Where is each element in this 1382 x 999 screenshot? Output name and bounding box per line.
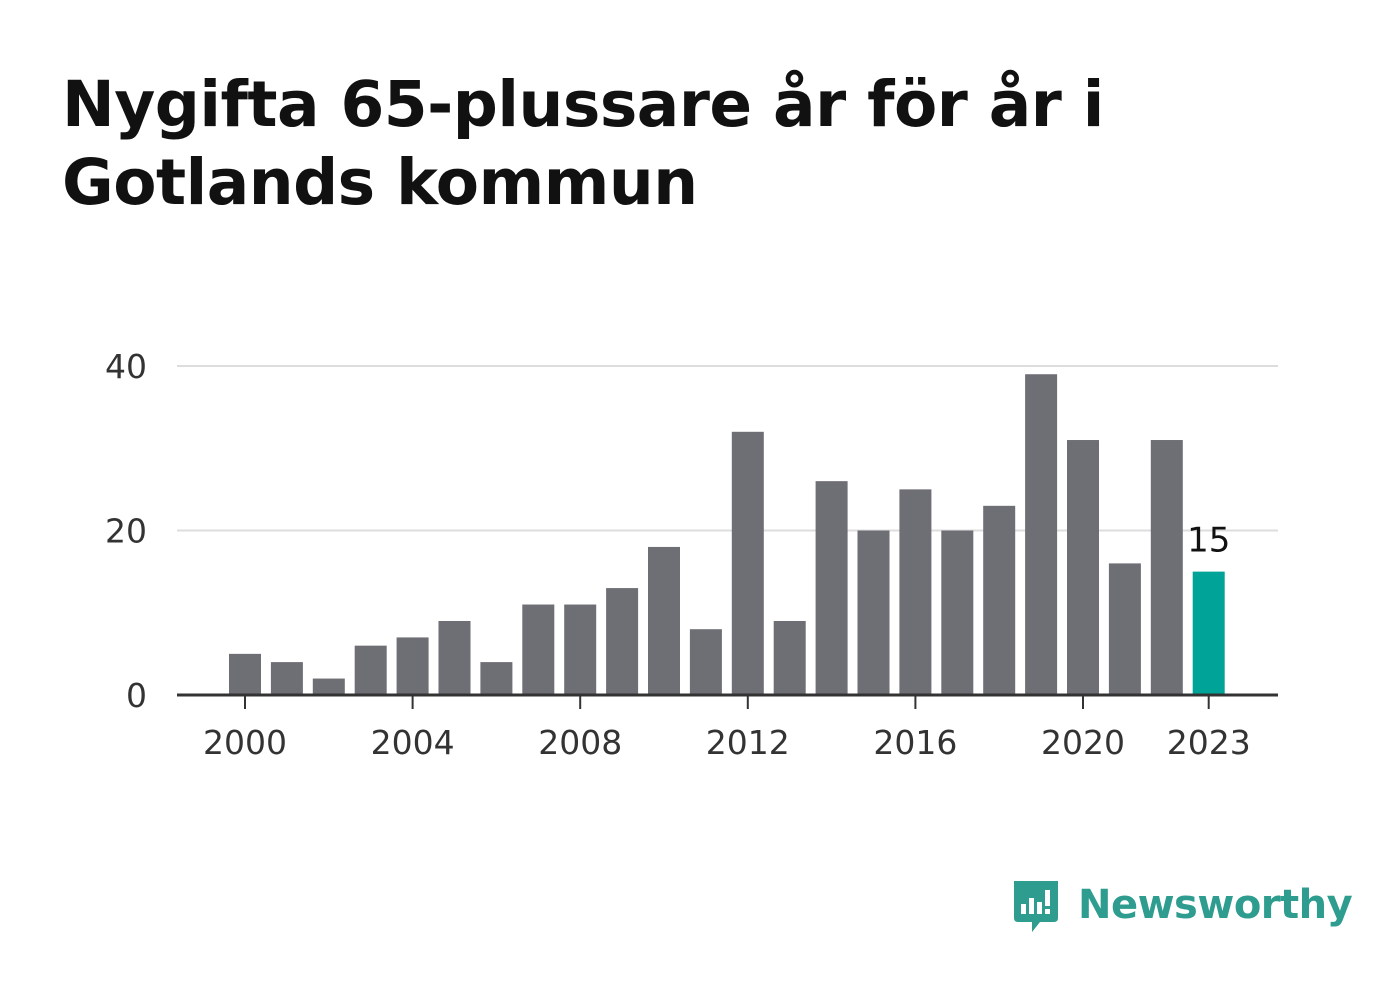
bar-2018 <box>983 505 1016 695</box>
bar-2023 <box>1192 571 1225 695</box>
x-tick-label-2023: 2023 <box>1167 723 1251 762</box>
y-tick-label-40: 40 <box>105 347 147 386</box>
newsworthy-logo: Newsworthy <box>1010 878 1353 942</box>
bar-2013 <box>773 620 806 695</box>
x-tick-label-2016: 2016 <box>873 723 957 762</box>
bar-2007 <box>522 604 555 695</box>
bar-2005 <box>438 620 471 695</box>
newsworthy-logo-icon <box>1014 881 1058 932</box>
bar-2017 <box>941 530 974 695</box>
x-tick-label-2020: 2020 <box>1041 723 1125 762</box>
x-tick-label-2012: 2012 <box>706 723 790 762</box>
bar-2014 <box>815 481 848 695</box>
data-labels: 15 <box>1187 521 1230 561</box>
y-tick-label-20: 20 <box>105 512 147 551</box>
bar-2006 <box>480 662 513 695</box>
bar-2010 <box>648 546 680 695</box>
x-tick-label-2008: 2008 <box>538 723 622 762</box>
bar-2008 <box>564 604 597 695</box>
gridlines <box>177 365 1278 532</box>
bar-2004 <box>396 637 429 695</box>
bar-2022 <box>1150 440 1183 695</box>
bar-2015 <box>857 530 890 695</box>
bar-2002 <box>312 678 345 695</box>
bar-2009 <box>606 588 639 695</box>
brand-name: Newsworthy <box>1078 882 1353 928</box>
x-tick-label-2004: 2004 <box>371 723 455 762</box>
x-tick-label-2000: 2000 <box>203 723 287 762</box>
bar-2003 <box>354 645 387 695</box>
x-axis-ticks: 2000 2004 2008 2012 2016 2020 2023 <box>203 695 1251 762</box>
bar-2011 <box>689 629 722 695</box>
chart-title: Nygifta 65-plussare år för år i Gotlands… <box>62 68 1104 219</box>
bars <box>229 374 1225 695</box>
bar-2000 <box>229 653 261 695</box>
data-label-2023: 15 <box>1187 521 1230 561</box>
bar-2021 <box>1108 563 1141 695</box>
bar-2001 <box>270 662 303 695</box>
bar-2016 <box>899 489 932 695</box>
y-axis-ticks: 0 20 40 <box>105 347 147 715</box>
y-tick-label-0: 0 <box>126 676 147 715</box>
bar-2020 <box>1067 440 1099 695</box>
bar-2012 <box>731 431 764 695</box>
bar-2019 <box>1025 374 1058 695</box>
